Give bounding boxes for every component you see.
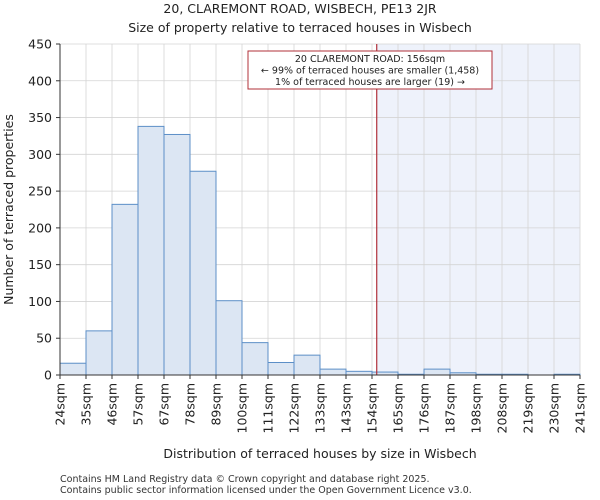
y-tick-label: 300 [28, 147, 52, 162]
y-tick-label: 100 [28, 294, 52, 309]
x-tick-label: 67sqm [157, 383, 172, 426]
x-tick-label: 165sqm [391, 383, 406, 433]
x-tick-label: 100sqm [235, 383, 250, 433]
histogram-bar [111, 203, 139, 376]
chart-subtitle: Size of property relative to terraced ho… [128, 20, 472, 35]
histogram-bar [345, 370, 373, 376]
x-tick-label: 176sqm [417, 383, 432, 433]
x-tick-label: 198sqm [469, 383, 484, 433]
y-axis-label: Number of terraced properties [1, 114, 16, 305]
histogram-bar [215, 300, 243, 376]
x-tick-label: 143sqm [339, 383, 354, 433]
chart-title: 20, CLAREMONT ROAD, WISBECH, PE13 2JR [163, 1, 437, 16]
histogram-bar [137, 125, 165, 376]
x-tick-label: 208sqm [495, 383, 510, 433]
histogram-bar [85, 330, 113, 376]
footer-line-2: Contains public sector information licen… [60, 485, 472, 496]
y-tick-label: 0 [44, 368, 52, 383]
x-tick-label: 89sqm [209, 383, 224, 426]
x-tick-label: 111sqm [261, 383, 276, 433]
x-tick-label: 122sqm [287, 383, 302, 433]
annotation-box [247, 50, 493, 90]
y-tick-label: 350 [28, 110, 52, 125]
x-axis-label: Distribution of terraced houses by size … [163, 446, 476, 461]
x-tick-label: 219sqm [521, 383, 536, 433]
footer-line-1: Contains HM Land Registry data © Crown c… [60, 474, 430, 485]
x-tick-label: 78sqm [183, 383, 198, 426]
x-tick-label: 241sqm [573, 383, 588, 433]
histogram-bar [319, 368, 347, 376]
histogram-bar [293, 354, 321, 376]
histogram-bar [163, 133, 191, 376]
y-tick-label: 150 [28, 257, 52, 272]
x-tick-label: 133sqm [313, 383, 328, 433]
y-tick-label: 200 [28, 220, 52, 235]
x-tick-label: 187sqm [443, 383, 458, 433]
histogram-chart: 0 50 100 150 200 250 300 350 400 450 24sqm 35sqm 46s… [1, 37, 588, 462]
x-tick-label: 230sqm [547, 383, 562, 433]
y-tick-label: 450 [28, 37, 52, 52]
x-tick-label: 35sqm [79, 383, 94, 426]
annotation-title: 20 CLAREMONT ROAD: 156sqm [295, 54, 445, 65]
histogram-bar [189, 170, 217, 376]
histogram-bar [59, 362, 87, 376]
x-tick-label: 57sqm [131, 383, 146, 426]
x-tick-label: 154sqm [365, 383, 380, 433]
histogram-bar [241, 342, 269, 376]
histogram-bar [267, 361, 295, 376]
x-tick-label: 46sqm [105, 383, 120, 426]
x-tick-label: 24sqm [53, 383, 68, 426]
y-tick-label: 400 [28, 73, 52, 88]
annotation-larger-text: 1% of terraced houses are larger (19) → [275, 77, 465, 88]
y-tick-label: 50 [36, 331, 52, 346]
histogram-bar [423, 368, 451, 376]
y-tick-label: 250 [28, 184, 52, 199]
annotation-smaller-text: ← 99% of terraced houses are smaller (1,… [261, 66, 479, 77]
highlight-region [376, 44, 580, 375]
